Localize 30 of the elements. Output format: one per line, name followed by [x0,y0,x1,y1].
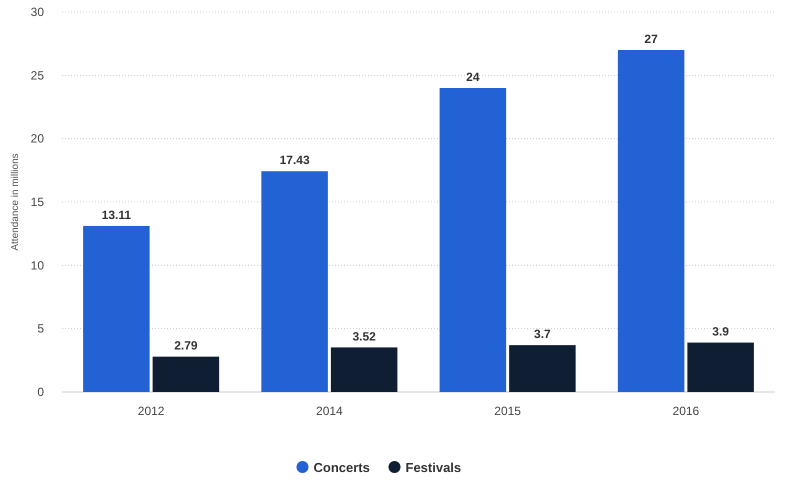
x-tick-label: 2012 [138,404,165,418]
data-label: 2.79 [174,338,198,353]
y-tick-label: 10 [30,258,44,272]
data-label: 17.43 [280,153,310,168]
bar [687,342,754,392]
data-label: 3.52 [352,329,376,344]
bar [440,88,506,392]
bar [509,345,576,392]
y-tick-label: 20 [30,132,44,146]
bar [83,226,150,392]
bar [330,347,398,392]
y-tick-label: 30 [30,5,44,19]
bar [152,356,220,392]
legend-label: Festivals [406,460,462,475]
data-label: 13.11 [102,208,132,222]
data-label: 24 [466,70,480,84]
data-label: 27 [644,32,658,46]
bar [261,171,328,392]
y-tick-label: 5 [37,322,44,336]
x-tick-label: 2015 [494,404,522,418]
bar [618,50,684,392]
y-tick-label: 0 [37,385,44,399]
y-tick-label: 25 [30,68,44,82]
data-label: 3.7 [534,327,552,342]
legend-label: Concerts [314,460,370,475]
data-label: 3.9 [712,324,730,339]
y-tick-label: 15 [30,195,44,209]
y-axis-title: Attendance in millions [10,153,21,251]
x-tick-label: 2014 [316,404,344,418]
x-tick-label: 2016 [672,404,700,418]
